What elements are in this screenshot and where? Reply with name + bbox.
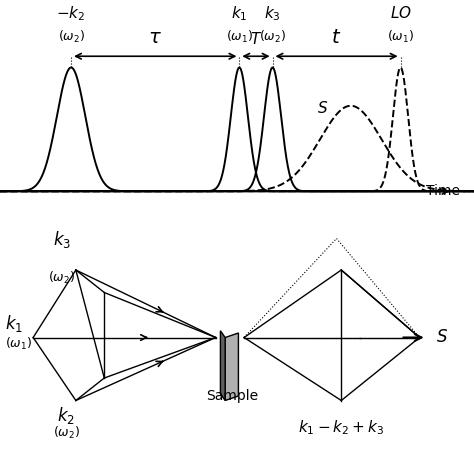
Text: $S$: $S$ — [436, 329, 448, 346]
Text: $(\omega_1)$: $(\omega_1)$ — [226, 29, 253, 45]
Text: $-k_2$: $-k_2$ — [56, 4, 86, 23]
Text: $\tau$: $\tau$ — [148, 29, 162, 47]
Text: Time: Time — [426, 184, 460, 198]
Text: $LO$: $LO$ — [390, 4, 411, 21]
Polygon shape — [220, 331, 225, 400]
Text: $(\omega_2)$: $(\omega_2)$ — [48, 270, 75, 286]
Text: $T$: $T$ — [250, 31, 262, 47]
Text: $k_3$: $k_3$ — [264, 4, 281, 23]
Text: $(\omega_2)$: $(\omega_2)$ — [259, 29, 286, 45]
Polygon shape — [225, 333, 238, 400]
Text: $t$: $t$ — [331, 29, 342, 47]
Text: $k_2$: $k_2$ — [57, 405, 75, 426]
Text: Sample: Sample — [206, 389, 258, 403]
Text: $(\omega_1)$: $(\omega_1)$ — [5, 336, 32, 352]
Text: $(\omega_2)$: $(\omega_2)$ — [57, 29, 85, 45]
Text: $k_3$: $k_3$ — [53, 229, 71, 250]
Text: $k_1 - k_2 + k_3$: $k_1 - k_2 + k_3$ — [298, 418, 384, 437]
Text: $(\omega_2)$: $(\omega_2)$ — [53, 425, 80, 441]
Text: $S$: $S$ — [317, 100, 328, 116]
Text: $k_1$: $k_1$ — [5, 314, 23, 334]
Text: $(\omega_1)$: $(\omega_1)$ — [387, 29, 414, 45]
Text: $k_1$: $k_1$ — [231, 4, 247, 23]
